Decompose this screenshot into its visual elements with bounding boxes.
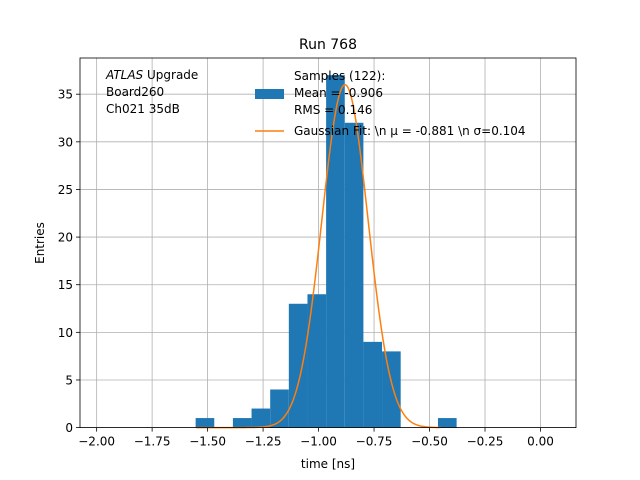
histogram-bar-5: [307, 294, 327, 428]
histogram-bar-6: [326, 75, 345, 428]
x-tick-label-4: −1.00: [300, 435, 337, 449]
y-tick-label-7: 35: [58, 88, 73, 102]
plot-frame: [79, 57, 577, 429]
y-tick-label-4: 20: [58, 231, 73, 245]
x-axis-ticks: −2.00 −1.75 −1.50 −1.25 −1.00 −0.75 −0.50 −0.25…: [78, 427, 554, 449]
y-tick-label-1: 5: [65, 373, 73, 387]
y-tick-label-2: 10: [58, 326, 73, 340]
histogram-bar-7: [344, 122, 364, 428]
y-tick-label-0: 0: [65, 421, 73, 435]
histogram-bar-1: [232, 418, 252, 428]
y-tick-label-3: 15: [58, 278, 73, 292]
histogram-bar-8: [363, 341, 383, 428]
legend-hist-line-3: RMS = 0.146: [294, 103, 372, 117]
x-axis-label: time [ns]: [301, 457, 355, 471]
x-tick-label-1: −1.75: [134, 435, 171, 449]
chart-title: Run 768: [299, 37, 357, 53]
annotation-line-board: Board260: [106, 85, 164, 99]
y-tick-label-6: 30: [58, 135, 73, 149]
x-tick-label-7: −0.25: [467, 435, 504, 449]
histogram-bar-0: [195, 418, 215, 428]
histogram-bar-10: [437, 418, 457, 428]
annotation-atlas-italic: ATLAS: [105, 68, 144, 82]
x-tick-label-5: −0.75: [356, 435, 393, 449]
x-tick-label-8: 0.00: [527, 435, 554, 449]
legend-histogram-swatch: [255, 89, 284, 99]
atlas-annotation: ATLAS Upgrade Board260 Ch021 35dB: [105, 68, 198, 116]
x-tick-label-0: −2.00: [78, 435, 115, 449]
y-axis-ticks: 0 5 10 15 20 25 30 35: [58, 88, 80, 435]
y-axis-label: Entries: [33, 222, 47, 264]
x-tick-label-6: −0.50: [411, 435, 448, 449]
histogram-bar-2: [251, 408, 271, 428]
histogram-bars: [195, 75, 457, 428]
annotation-line-atlas: ATLAS Upgrade: [105, 68, 198, 82]
annotation-atlas-rest: Upgrade: [143, 68, 198, 82]
legend-fit-label: Gaussian Fit: \n μ = -0.881 \n σ=0.104: [294, 124, 526, 138]
histogram-bar-9: [382, 351, 401, 428]
x-tick-label-3: −1.25: [245, 435, 282, 449]
legend-hist-line-1: Samples (122):: [294, 69, 385, 83]
x-tick-label-2: −1.50: [189, 435, 226, 449]
annotation-line-channel: Ch021 35dB: [106, 102, 180, 116]
legend: Samples (122): Mean = -0.906 RMS = 0.146…: [255, 69, 526, 138]
histogram-bar-4: [288, 303, 308, 428]
legend-hist-line-2: Mean = -0.906: [294, 86, 383, 100]
y-tick-label-5: 25: [58, 183, 73, 197]
